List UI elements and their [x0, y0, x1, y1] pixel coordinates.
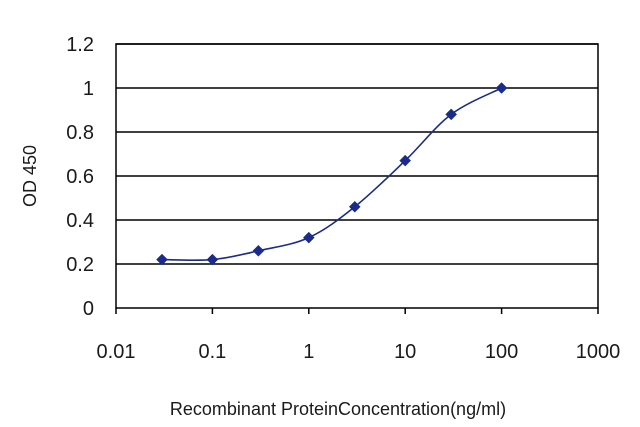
x-tick-label: 10 — [394, 341, 416, 363]
y-tick-label: 0 — [83, 298, 94, 320]
x-tick-label: 1 — [303, 341, 314, 363]
data-point — [399, 154, 412, 167]
x-tick-label: 0.01 — [97, 341, 136, 363]
series-layer — [156, 82, 508, 266]
x-tick-label: 1000 — [576, 341, 621, 363]
data-point — [495, 82, 508, 94]
x-axis-title: Recombinant ProteinConcentration(ng/ml) — [170, 399, 506, 419]
y-tick-label: 0.2 — [66, 254, 94, 276]
y-tick-label: 1.2 — [66, 34, 94, 56]
data-point — [206, 253, 219, 266]
y-tick-label: 1 — [83, 78, 94, 100]
data-point — [252, 244, 265, 257]
data-point — [445, 108, 458, 121]
x-axis-ticks — [115, 308, 599, 314]
y-axis-tick-labels: 0 0.2 0.4 0.6 0.8 1 1.2 — [66, 34, 94, 320]
data-point — [156, 253, 168, 266]
x-tick-label: 0.1 — [198, 341, 226, 363]
gridlines — [116, 43, 598, 265]
y-tick-label: 0.6 — [66, 166, 94, 188]
data-point — [348, 200, 361, 213]
y-tick-label: 0.8 — [66, 122, 94, 144]
y-tick-label: 0.4 — [66, 210, 94, 232]
x-axis-tick-labels: 0.01 0.1 1 10 100 1000 — [97, 341, 621, 363]
y-axis-title: OD 450 — [20, 145, 40, 207]
x-tick-label: 100 — [485, 341, 518, 363]
series-line — [161, 87, 502, 262]
data-point — [302, 231, 315, 244]
